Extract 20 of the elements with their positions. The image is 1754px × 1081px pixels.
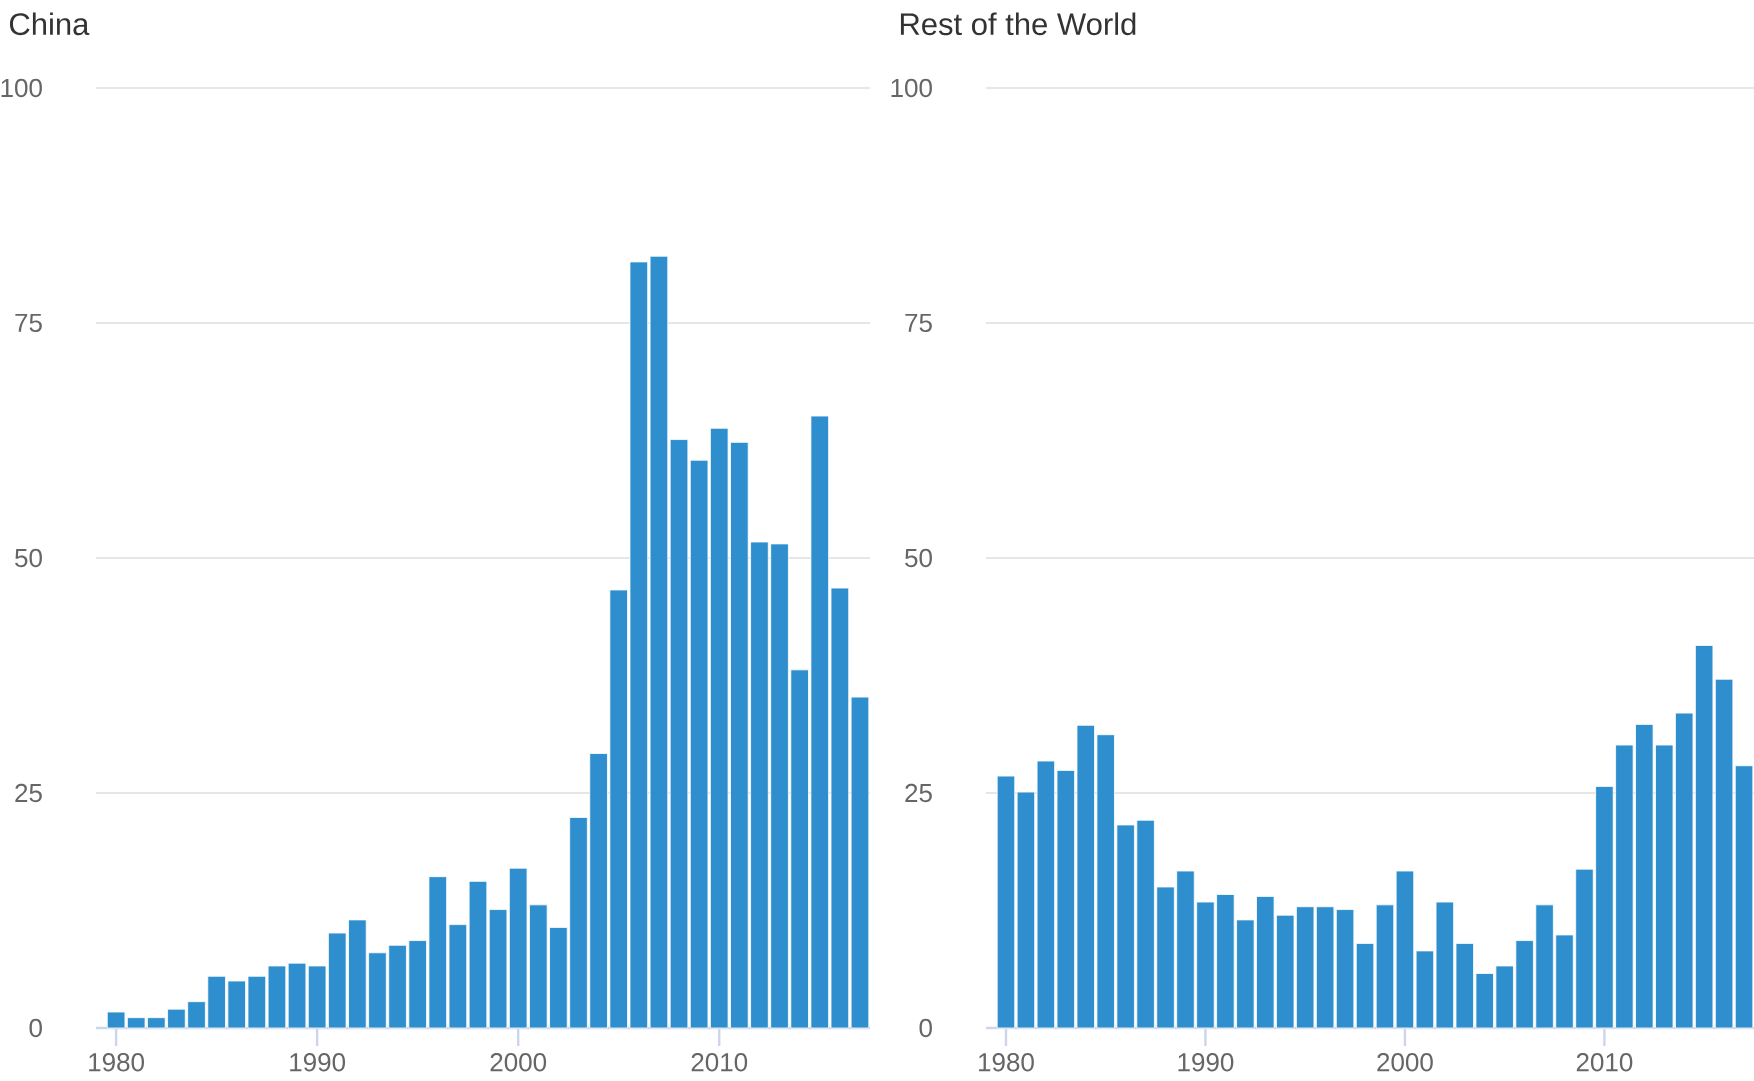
chart-title: Rest of the World xyxy=(900,12,1136,36)
y-tick-label: 50 xyxy=(905,548,932,568)
x-tick-label: 2000 xyxy=(1377,1053,1433,1072)
y-tick-label: 75 xyxy=(905,313,932,333)
x-tick-label: 1990 xyxy=(1178,1053,1234,1072)
x-tick-label: 2010 xyxy=(1576,1053,1633,1072)
y-tick-label: 50 xyxy=(15,548,42,568)
y-tick-label: 100 xyxy=(1,78,42,98)
x-tick-label: 1980 xyxy=(979,1053,1034,1072)
y-tick-label: 0 xyxy=(29,1018,42,1038)
y-tick-label: 25 xyxy=(15,783,42,803)
y-tick-label: 75 xyxy=(15,313,42,333)
x-tick-label: 1990 xyxy=(290,1053,346,1072)
chart-title: China xyxy=(9,12,90,36)
x-tick-label: 2010 xyxy=(691,1053,748,1072)
y-tick-label: 100 xyxy=(891,78,932,98)
y-tick-label: 25 xyxy=(905,783,932,803)
x-tick-label: 1980 xyxy=(89,1053,145,1072)
x-tick-label: 2000 xyxy=(490,1053,547,1072)
y-tick-label: 0 xyxy=(919,1018,932,1038)
